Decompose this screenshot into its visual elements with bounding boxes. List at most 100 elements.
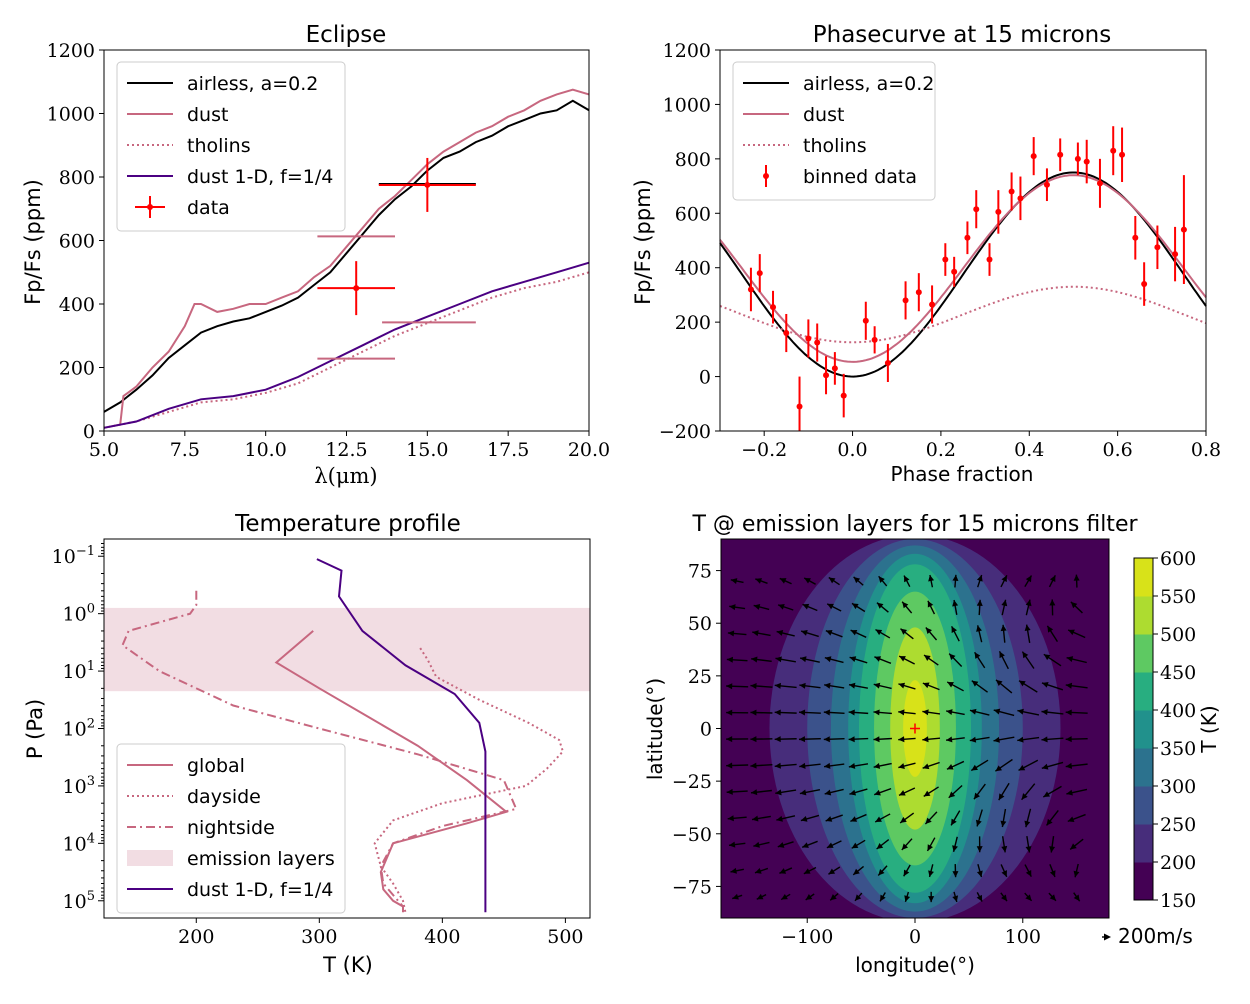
phasecurve-binned-point-9 xyxy=(841,393,847,399)
map-ytick-label: 0 xyxy=(700,719,712,741)
phasecurve-ytick-label: 600 xyxy=(675,203,711,225)
phasecurve-binned-point-14 xyxy=(916,289,922,295)
phasecurve-ytick-label: 400 xyxy=(675,258,711,280)
phasecurve-binned-point-15 xyxy=(929,301,935,307)
eclipse-legend-label-2: tholins xyxy=(187,135,251,157)
phasecurve-series-line-1 xyxy=(720,175,1206,362)
colorbar-tick-label: 350 xyxy=(1160,738,1196,760)
temperature-ytick-label: 103 xyxy=(63,774,95,798)
phasecurve-binned-point-18 xyxy=(964,235,970,241)
phasecurve-binned-point-32 xyxy=(1132,235,1138,241)
temperature-title: Temperature profile xyxy=(234,511,461,537)
temperature-xtick-label: 200 xyxy=(178,926,214,948)
phasecurve-ylabel: Fp/Fs (ppm) xyxy=(631,179,655,305)
phasecurve-binned-point-26 xyxy=(1057,152,1063,158)
temperature-legend-label-1: dayside xyxy=(187,786,261,808)
colorbar-level-2 xyxy=(1134,786,1153,825)
temperature-legend-label-2: nightside xyxy=(187,817,275,839)
colorbar-level-1 xyxy=(1134,824,1153,863)
temperature-ytick-label: 100 xyxy=(63,602,95,626)
temperature-xlabel: T (K) xyxy=(322,953,373,977)
temperature-legend-swatch-3 xyxy=(127,850,173,866)
map-ytick-label: 50 xyxy=(688,613,712,635)
phasecurve-binned-point-34 xyxy=(1154,244,1160,250)
map-xtick-label: −100 xyxy=(781,926,833,948)
emission-layers-band xyxy=(104,608,590,691)
temperature-xtick-label: 300 xyxy=(301,926,337,948)
eclipse-ytick-label: 800 xyxy=(59,167,95,189)
phasecurve-xtick-label: 0.4 xyxy=(1014,439,1044,461)
colorbar-level-3 xyxy=(1134,748,1153,787)
phasecurve-binned-point-33 xyxy=(1141,281,1147,287)
eclipse-legend-label-1: dust xyxy=(187,104,228,126)
phasecurve-binned-point-30 xyxy=(1110,148,1116,154)
phasecurve-panel: Phasecurve at 15 microns Phase fraction … xyxy=(631,22,1221,486)
phasecurve-ytick-label: 0 xyxy=(699,367,711,389)
phasecurve-binned-point-28 xyxy=(1084,159,1090,165)
map-ytick-label: −25 xyxy=(672,771,712,793)
temperature-ytick-label: 101 xyxy=(63,659,95,683)
colorbar-tick-label: 400 xyxy=(1160,700,1196,722)
phasecurve-binned-point-25 xyxy=(1044,182,1050,188)
phasecurve-binned-point-29 xyxy=(1097,180,1103,186)
phasecurve-binned-point-13 xyxy=(903,297,909,303)
eclipse-data-point-0 xyxy=(353,285,359,291)
map-ytick-label: −50 xyxy=(672,824,712,846)
quiver-key-label: 200m/s xyxy=(1118,924,1193,948)
map-title: T @ emission layers for 15 microns filte… xyxy=(691,512,1138,537)
phasecurve-series-line-0 xyxy=(720,173,1206,377)
map-xlabel: longitude(°) xyxy=(855,953,975,977)
phasecurve-xlabel: Phase fraction xyxy=(891,462,1034,486)
eclipse-legend-label-3: dust 1-D, f=1/4 xyxy=(187,166,333,188)
temperature-panel: Temperature profile T (K) P (Pa) 200 300 4… xyxy=(23,511,590,977)
phasecurve-binned-point-11 xyxy=(872,337,878,343)
colorbar-tick-label: 300 xyxy=(1160,776,1196,798)
phasecurve-binned-point-31 xyxy=(1119,152,1125,158)
map-xtick-label: 100 xyxy=(1005,926,1041,948)
temperature-xtick-label: 500 xyxy=(547,926,583,948)
eclipse-title: Eclipse xyxy=(306,22,387,48)
eclipse-legend-label-0: airless, a=0.2 xyxy=(187,73,318,95)
map-xtick-label: 0 xyxy=(909,926,921,948)
phasecurve-binned-point-2 xyxy=(770,304,776,310)
phasecurve-xtick-label: 0.8 xyxy=(1191,439,1221,461)
eclipse-xtick-label: 20.0 xyxy=(568,439,610,461)
phasecurve-binned-point-6 xyxy=(814,340,820,346)
phasecurve-binned-point-22 xyxy=(1009,189,1015,195)
phasecurve-binned-point-24 xyxy=(1031,153,1037,159)
colorbar-label: T (K) xyxy=(1197,705,1221,753)
phasecurve-binned-point-35 xyxy=(1172,251,1178,257)
eclipse-xtick-label: 7.5 xyxy=(170,439,200,461)
phasecurve-binned-point-3 xyxy=(783,330,789,336)
eclipse-xtick-label: 12.5 xyxy=(325,439,367,461)
temperature-ytick-label: 10−1 xyxy=(52,544,95,568)
phasecurve-binned-point-7 xyxy=(823,372,829,378)
temperature-xtick-label: 400 xyxy=(424,926,460,948)
map-ylabel: latitude(°) xyxy=(643,678,667,780)
colorbar-level-0 xyxy=(1134,862,1153,901)
phasecurve-binned-point-8 xyxy=(832,365,838,371)
phasecurve-ytick-label: −200 xyxy=(659,421,711,443)
colorbar-level-5 xyxy=(1134,672,1153,711)
temperature-ylabel: P (Pa) xyxy=(23,699,47,759)
eclipse-xtick-label: 17.5 xyxy=(487,439,529,461)
colorbar-tick-label: 550 xyxy=(1160,586,1196,608)
phasecurve-ytick-label: 800 xyxy=(675,149,711,171)
phasecurve-ytick-label: 1200 xyxy=(663,40,711,62)
temperature-ytick-label: 102 xyxy=(63,717,95,741)
temperature-ytick-label: 105 xyxy=(63,889,95,913)
eclipse-ytick-label: 200 xyxy=(59,358,95,380)
eclipse-ylabel: Fp/Fs (ppm) xyxy=(21,179,45,305)
phasecurve-binned-point-12 xyxy=(885,360,891,366)
phasecurve-legend-label-2: tholins xyxy=(803,135,867,157)
eclipse-ytick-label: 1000 xyxy=(47,104,95,126)
phasecurve-xtick-label: 0.2 xyxy=(926,439,956,461)
eclipse-legend-swatch-dot-4 xyxy=(147,204,153,210)
phasecurve-binned-point-1 xyxy=(757,270,763,276)
phasecurve-binned-point-21 xyxy=(995,209,1001,215)
colorbar-level-8 xyxy=(1134,558,1153,597)
eclipse-legend-label-4: data xyxy=(187,197,230,219)
phasecurve-binned-point-36 xyxy=(1181,227,1187,233)
